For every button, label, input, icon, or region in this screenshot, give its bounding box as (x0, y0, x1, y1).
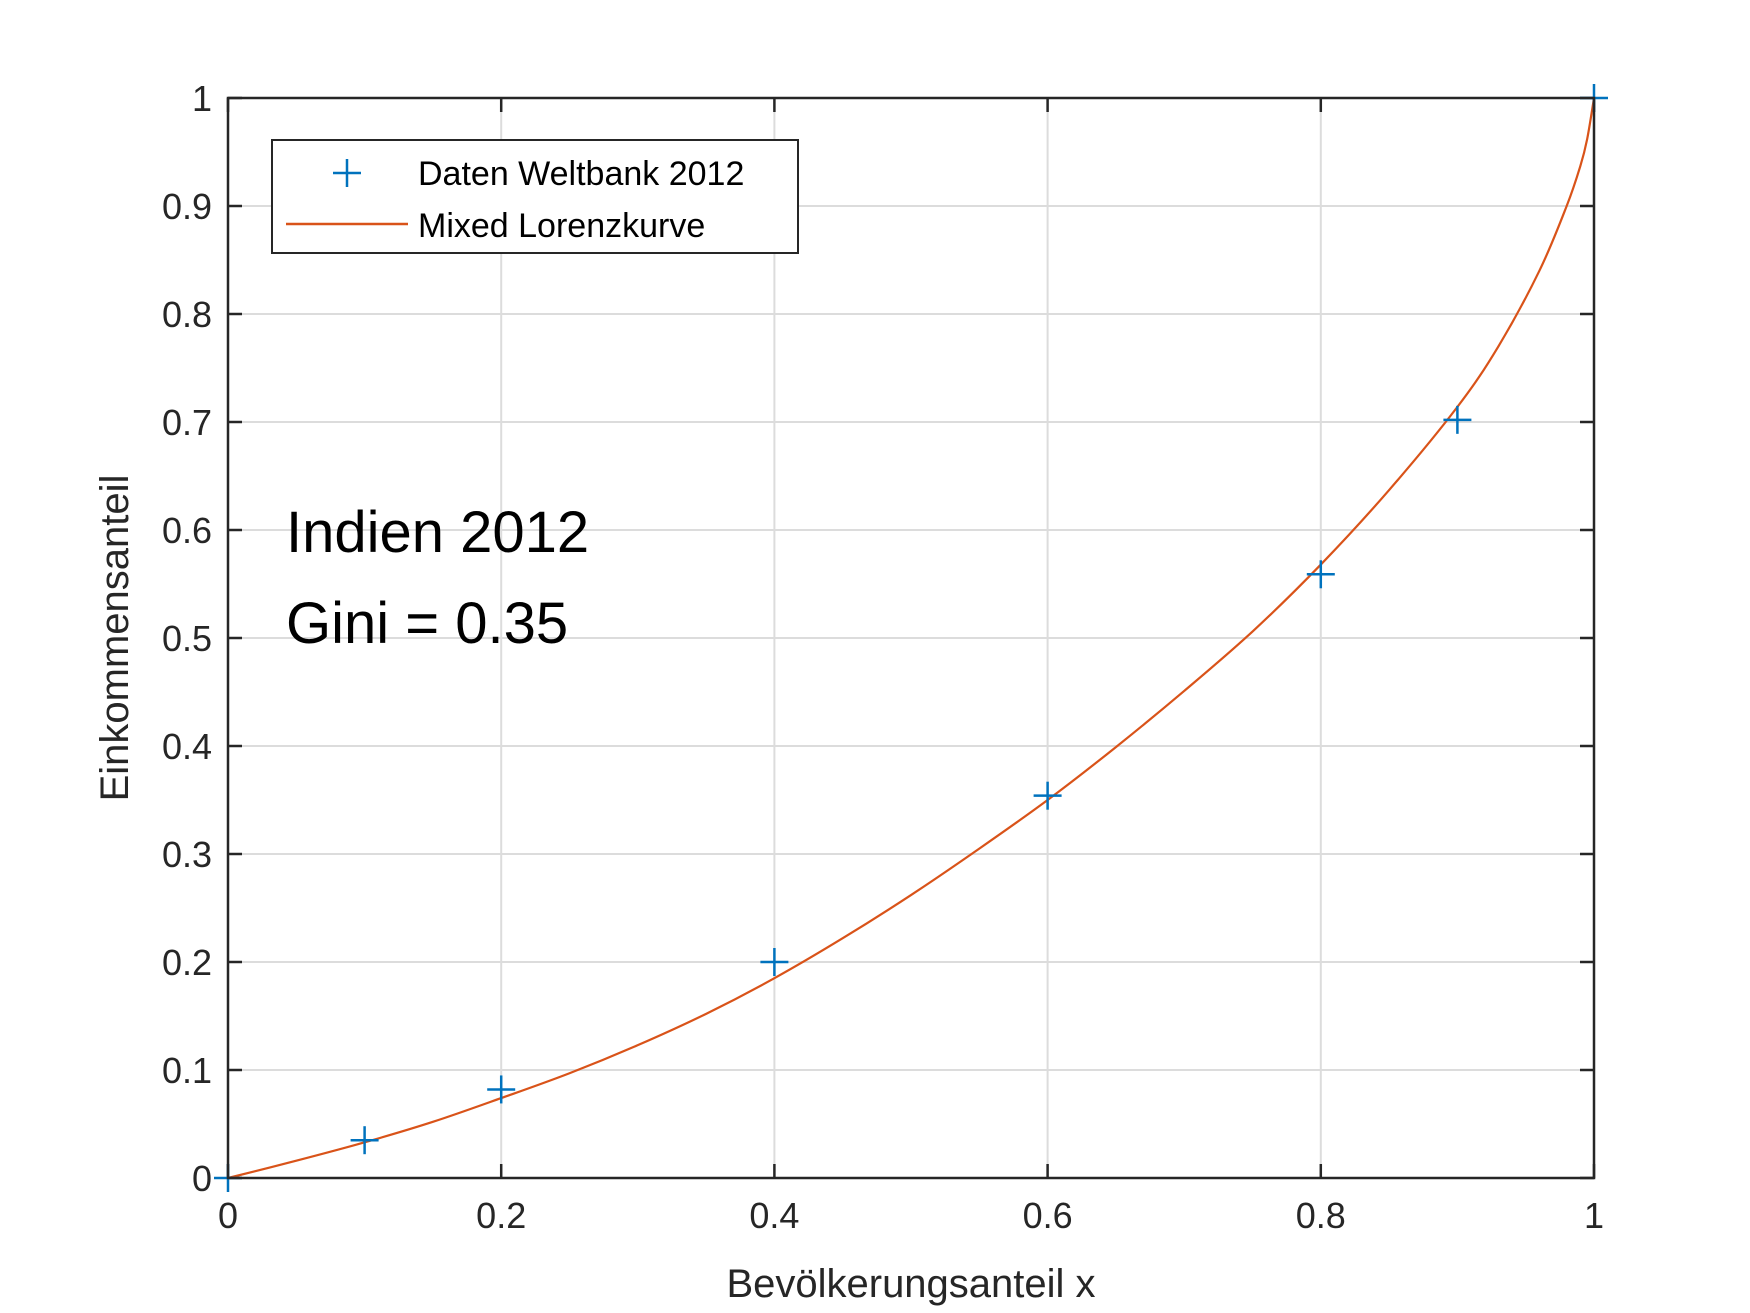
y-tick-label: 1 (192, 78, 212, 119)
y-tick-label: 0.7 (162, 402, 212, 443)
data-point-plus (350, 1126, 379, 1155)
y-tick-label: 0.5 (162, 618, 212, 659)
annotation-country-year: Indien 2012 (286, 500, 589, 565)
y-tick-label: 0.9 (162, 186, 212, 227)
x-tick-label: 0.8 (1296, 1195, 1346, 1236)
data-point-plus (760, 948, 789, 976)
annotation-gini: Gini = 0.35 (286, 591, 568, 656)
y-tick-label: 0.3 (162, 834, 212, 875)
y-tick-label: 0.1 (162, 1050, 212, 1091)
x-axis-label: Bevölkerungsanteil x (726, 1262, 1095, 1306)
y-tick-label: 0.6 (162, 510, 212, 551)
x-tick-label: 0.2 (476, 1195, 526, 1236)
x-tick-label: 0 (218, 1195, 238, 1236)
x-tick-label: 0.6 (1023, 1195, 1073, 1236)
data-point-plus (1306, 560, 1335, 589)
y-tick-label: 0 (192, 1158, 212, 1199)
y-tick-labels: 0 0.1 0.2 0.3 0.4 0.5 0.6 0.7 0.8 0.9 1 (162, 78, 212, 1199)
x-tick-label: 0.4 (749, 1195, 799, 1236)
y-tick-label: 0.4 (162, 726, 212, 767)
x-tick-labels: 0 0.2 0.4 0.6 0.8 1 (218, 1195, 1604, 1236)
data-point-plus (1443, 405, 1472, 434)
legend-marker-plus (333, 159, 361, 187)
legend: Daten Weltbank 2012 Mixed Lorenzkurve (271, 139, 799, 254)
data-point-plus (487, 1075, 516, 1104)
x-tick-label: 1 (1584, 1195, 1604, 1236)
legend-entry-curve: Mixed Lorenzkurve (418, 207, 705, 245)
y-tick-label: 0.2 (162, 942, 212, 983)
plot-frame (226, 96, 1596, 1180)
data-point-plus (1033, 781, 1062, 810)
legend-entry-data: Daten Weltbank 2012 (418, 155, 744, 193)
legend-box (271, 139, 799, 254)
y-tick-label: 0.8 (162, 294, 212, 335)
y-axis-label: Einkommensanteil (93, 475, 137, 802)
